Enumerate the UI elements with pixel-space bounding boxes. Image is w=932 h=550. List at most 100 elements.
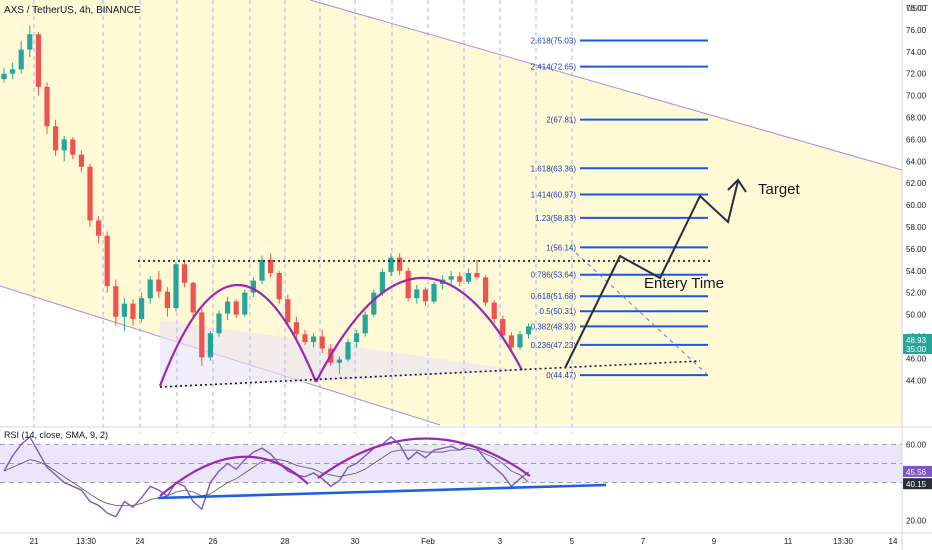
chart-background: [0, 0, 903, 426]
fib-level-label: 1.618(63.36): [531, 164, 577, 173]
y-tick-label: 54.00: [906, 267, 927, 276]
candle-body: [293, 322, 299, 335]
candle-body: [302, 334, 308, 342]
candle-body: [113, 286, 119, 317]
bar-countdown: 35:00: [906, 345, 927, 354]
rsi-ma-badge: [903, 478, 932, 490]
fib-level-label: 0.236(47.23): [531, 341, 577, 350]
y-tick-label: 74.00: [906, 48, 927, 57]
rsi-left-arc: [159, 455, 309, 497]
fib-level-label: 0.5(50.31): [540, 307, 577, 316]
rsi-indicator-title[interactable]: RSI (14, close, SMA, 9, 2): [4, 430, 109, 440]
candle-body: [414, 289, 420, 299]
candle-body: [225, 301, 231, 314]
y-tick-label: 64.00: [906, 157, 927, 166]
candle-body: [130, 303, 136, 319]
candle-body: [53, 126, 59, 151]
x-tick-label: 21: [30, 537, 39, 546]
fib-level-label: 0.786(53.64): [531, 271, 577, 280]
candle-body: [474, 272, 480, 278]
candles: [1, 25, 532, 374]
fibonacci-extension[interactable]: 2.618(75.03) 2.414(72.65) 2(67.81) 1.618(63…: [531, 37, 709, 381]
rsi-y-tick-label: 60.00: [906, 440, 927, 449]
channel-top-line: [309, 0, 903, 171]
x-tick-label: Feb: [421, 537, 435, 546]
y-tick-label: 44.00: [906, 376, 927, 385]
candle-body: [345, 341, 351, 360]
descending-channel: [0, 0, 902, 425]
y-tick-label: 72.00: [906, 70, 927, 79]
y-tick-label: 76.00: [906, 26, 927, 35]
support-line: [159, 360, 701, 388]
candle-body: [147, 279, 153, 299]
symbol-title[interactable]: AXS / TetherUS, 4h, BINANCE: [4, 5, 141, 16]
projected-path: [564, 180, 739, 369]
candle-body: [233, 301, 239, 315]
x-tick-label: 11: [784, 537, 793, 546]
candle-body: [526, 326, 532, 335]
double-bottom-pattern: [138, 178, 747, 388]
candle-body: [500, 318, 506, 336]
candle-body: [319, 336, 325, 349]
rsi-line: [3, 435, 530, 518]
x-tick-label: 13:30: [833, 537, 854, 546]
candle-body: [405, 270, 411, 299]
fib-level-label: 0.382(48.93): [531, 322, 577, 331]
arrow-head: [727, 178, 747, 193]
candle-body: [276, 272, 282, 300]
x-tick-label: 14: [889, 537, 898, 546]
rsi-value-badge: [903, 465, 932, 477]
candle-body: [61, 139, 67, 151]
candle-body: [207, 333, 213, 358]
annotation-entry-time: Entery Time: [644, 275, 724, 292]
last-price: 48.93: [906, 336, 927, 345]
rsi-support-line: [157, 483, 607, 500]
candle-body: [164, 291, 170, 309]
fib-level-label: 2.414(72.65): [531, 63, 577, 72]
candle-body: [362, 314, 368, 334]
x-tick-label: 3: [498, 537, 503, 546]
candle-body: [27, 34, 33, 50]
candle-body: [139, 298, 145, 319]
x-tick-label: 28: [281, 537, 290, 546]
candle-body: [121, 303, 127, 317]
candle-body: [199, 312, 205, 358]
candle-body: [379, 271, 385, 293]
rsi-ma-value: 40.15: [906, 480, 927, 489]
candle-body: [508, 335, 514, 348]
candle-body: [87, 166, 93, 221]
candle-body: [1, 73, 7, 80]
y-tick-label: 66.00: [906, 135, 927, 144]
candle-body: [156, 279, 162, 292]
candle-body: [242, 292, 248, 315]
candle-body: [96, 220, 102, 236]
y-tick-label: 60.00: [906, 201, 927, 210]
rsi-right-arc: [317, 437, 531, 479]
fib-level-label: 1.414(60.97): [531, 190, 577, 199]
rsi-y-tick-label: 20.00: [906, 517, 927, 526]
candle-body: [190, 282, 196, 313]
x-tick-label: 7: [641, 537, 646, 546]
candle-body: [483, 277, 489, 303]
candle-body: [448, 276, 454, 280]
y-tick-label: 78.00: [906, 4, 927, 13]
x-tick-label: 5: [570, 537, 575, 546]
candle-body: [216, 313, 222, 334]
left-arc: [158, 284, 318, 387]
candle-body: [491, 302, 497, 319]
currency-label: USDT: [906, 4, 928, 13]
candle-body: [285, 299, 291, 323]
rsi-value: 45.56: [906, 468, 927, 477]
candle-body: [173, 264, 179, 309]
fib-level-label: 1.23(58.83): [535, 214, 576, 223]
fib-level-label: 0(44.47): [546, 371, 576, 380]
y-tick-label: 58.00: [906, 223, 927, 232]
y-tick-label: 56.00: [906, 245, 927, 254]
last-price-badge: [903, 334, 932, 354]
candle-body: [104, 235, 110, 287]
y-tick-label: 52.00: [906, 289, 927, 298]
x-tick-label: 9: [712, 537, 717, 546]
candle-body: [259, 259, 265, 281]
